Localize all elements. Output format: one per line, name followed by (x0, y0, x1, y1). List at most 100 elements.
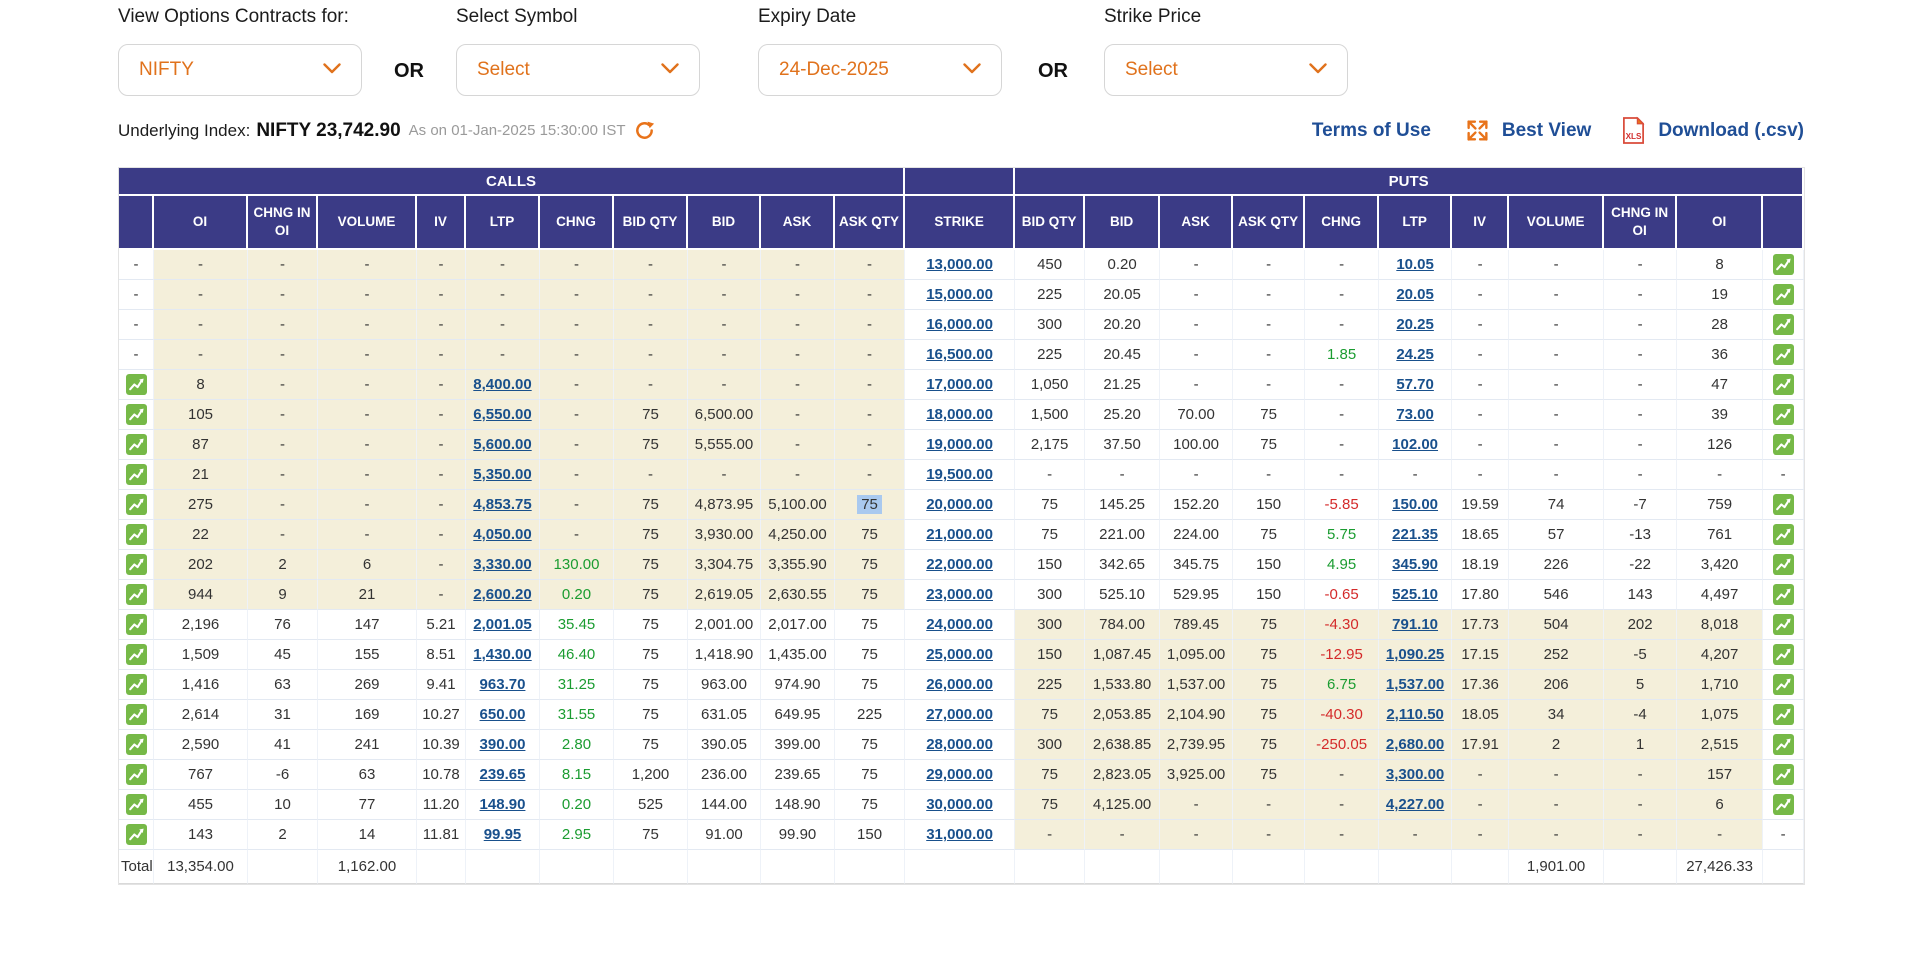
calls-chart-cell[interactable] (119, 520, 154, 550)
strike-price-select[interactable]: Select (1104, 44, 1348, 96)
strike-link-cell[interactable]: 30,000.00 (905, 790, 1016, 820)
puts-chart-cell[interactable] (1763, 520, 1805, 550)
chart-icon[interactable] (1772, 284, 1794, 305)
strike-link-cell[interactable]: 31,000.00 (905, 820, 1016, 850)
call-ltp[interactable]: 5,350.00 (466, 460, 540, 490)
call-ltp[interactable]: 963.70 (466, 670, 540, 700)
calls-chart-cell[interactable] (119, 580, 154, 610)
symbol-select[interactable]: Select (456, 44, 700, 96)
calls-chart-cell[interactable] (119, 670, 154, 700)
calls-chart-cell[interactable] (119, 550, 154, 580)
puts-chart-cell[interactable] (1763, 730, 1805, 760)
put-ltp[interactable]: 24.25 (1379, 340, 1453, 370)
call-ltp[interactable]: 5,600.00 (466, 430, 540, 460)
puts-chart-cell[interactable] (1763, 280, 1805, 310)
terms-of-use-link[interactable]: Terms of Use (1311, 119, 1431, 141)
strike-link-cell[interactable]: 20,000.00 (905, 490, 1016, 520)
puts-chart-cell[interactable] (1763, 760, 1805, 790)
put-ltp[interactable]: 150.00 (1379, 490, 1453, 520)
call-ltp[interactable]: 8,400.00 (466, 370, 540, 400)
calls-chart-cell[interactable] (119, 370, 154, 400)
chart-icon[interactable] (1772, 374, 1794, 395)
calls-chart-cell[interactable] (119, 430, 154, 460)
chart-icon[interactable] (1772, 614, 1794, 635)
put-ltp[interactable]: 10.05 (1379, 250, 1453, 280)
puts-chart-cell[interactable] (1763, 400, 1805, 430)
chart-icon[interactable] (1772, 674, 1794, 695)
puts-chart-cell[interactable] (1763, 610, 1805, 640)
puts-chart-cell[interactable] (1763, 490, 1805, 520)
puts-chart-cell[interactable] (1763, 790, 1805, 820)
put-ltp[interactable]: 4,227.00 (1379, 790, 1453, 820)
chart-icon[interactable] (1772, 254, 1794, 275)
call-ltp[interactable]: 99.95 (466, 820, 540, 850)
chart-icon[interactable] (125, 734, 147, 755)
call-ltp[interactable]: 3,330.00 (466, 550, 540, 580)
chart-icon[interactable] (125, 704, 147, 725)
call-ltp[interactable]: 148.90 (466, 790, 540, 820)
call-ltp[interactable]: 4,050.00 (466, 520, 540, 550)
chart-icon[interactable] (1772, 404, 1794, 425)
calls-chart-cell[interactable] (119, 460, 154, 490)
calls-chart-cell[interactable] (119, 820, 154, 850)
strike-link-cell[interactable]: 19,000.00 (905, 430, 1016, 460)
put-ltp[interactable]: 57.70 (1379, 370, 1453, 400)
chart-icon[interactable] (1772, 434, 1794, 455)
put-ltp[interactable]: 3,300.00 (1379, 760, 1453, 790)
put-ltp[interactable]: 102.00 (1379, 430, 1453, 460)
calls-chart-cell[interactable] (119, 490, 154, 520)
puts-chart-cell[interactable] (1763, 700, 1805, 730)
strike-link-cell[interactable]: 15,000.00 (905, 280, 1016, 310)
strike-link-cell[interactable]: 22,000.00 (905, 550, 1016, 580)
strike-link-cell[interactable]: 24,000.00 (905, 610, 1016, 640)
call-ltp[interactable]: 2,600.20 (466, 580, 540, 610)
expiry-select[interactable]: 24-Dec-2025 (758, 44, 1002, 96)
strike-link-cell[interactable]: 28,000.00 (905, 730, 1016, 760)
strike-link-cell[interactable]: 29,000.00 (905, 760, 1016, 790)
chart-icon[interactable] (125, 644, 147, 665)
put-ltp[interactable]: 2,680.00 (1379, 730, 1453, 760)
strike-link-cell[interactable]: 18,000.00 (905, 400, 1016, 430)
call-ltp[interactable]: 1,430.00 (466, 640, 540, 670)
chart-icon[interactable] (125, 374, 147, 395)
chart-icon[interactable] (1772, 584, 1794, 605)
puts-chart-cell[interactable] (1763, 550, 1805, 580)
put-ltp[interactable]: 791.10 (1379, 610, 1453, 640)
calls-chart-cell[interactable] (119, 640, 154, 670)
put-ltp[interactable]: 525.10 (1379, 580, 1453, 610)
chart-icon[interactable] (1772, 704, 1794, 725)
download-csv-link[interactable]: Download (.csv) (1658, 119, 1804, 141)
call-ltp[interactable]: 6,550.00 (466, 400, 540, 430)
puts-chart-cell[interactable] (1763, 250, 1805, 280)
calls-chart-cell[interactable] (119, 730, 154, 760)
strike-link-cell[interactable]: 21,000.00 (905, 520, 1016, 550)
strike-link-cell[interactable]: 16,000.00 (905, 310, 1016, 340)
chart-icon[interactable] (1772, 524, 1794, 545)
strike-link-cell[interactable]: 27,000.00 (905, 700, 1016, 730)
puts-chart-cell[interactable] (1763, 340, 1805, 370)
chart-icon[interactable] (125, 464, 147, 485)
chart-icon[interactable] (125, 434, 147, 455)
chart-icon[interactable] (125, 584, 147, 605)
put-ltp[interactable]: 73.00 (1379, 400, 1453, 430)
puts-chart-cell[interactable] (1763, 670, 1805, 700)
call-ltp[interactable]: 650.00 (466, 700, 540, 730)
puts-chart-cell[interactable] (1763, 430, 1805, 460)
puts-chart-cell[interactable] (1763, 310, 1805, 340)
chart-icon[interactable] (125, 524, 147, 545)
chart-icon[interactable] (125, 404, 147, 425)
put-ltp[interactable]: 345.90 (1379, 550, 1453, 580)
call-ltp[interactable]: 390.00 (466, 730, 540, 760)
chart-icon[interactable] (125, 794, 147, 815)
instrument-select[interactable]: NIFTY (118, 44, 362, 96)
calls-chart-cell[interactable] (119, 400, 154, 430)
put-ltp[interactable]: 20.05 (1379, 280, 1453, 310)
strike-link-cell[interactable]: 23,000.00 (905, 580, 1016, 610)
put-ltp[interactable]: 221.35 (1379, 520, 1453, 550)
chart-icon[interactable] (1772, 314, 1794, 335)
put-ltp[interactable]: 2,110.50 (1379, 700, 1453, 730)
strike-link-cell[interactable]: 16,500.00 (905, 340, 1016, 370)
puts-chart-cell[interactable] (1763, 640, 1805, 670)
strike-link-cell[interactable]: 19,500.00 (905, 460, 1016, 490)
calls-chart-cell[interactable] (119, 790, 154, 820)
